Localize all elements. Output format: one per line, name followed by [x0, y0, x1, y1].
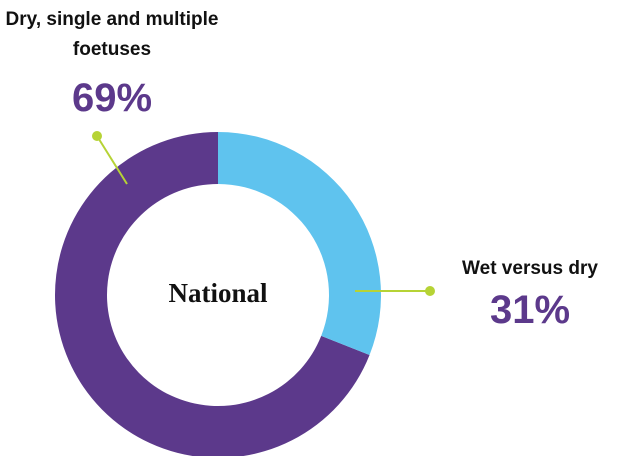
donut-segment: [55, 132, 370, 456]
leader-dot: [425, 286, 435, 296]
category-label: Wet versus dry: [462, 258, 598, 279]
donut-segment: [218, 132, 381, 356]
leader-line: [96, 135, 128, 185]
center-label: National: [168, 278, 268, 308]
category-label: Dry, single and multiple foetuses: [5, 9, 219, 60]
value-label: 31%: [489, 288, 571, 332]
leader-dot: [92, 131, 102, 141]
value-label: 69%: [71, 76, 153, 120]
